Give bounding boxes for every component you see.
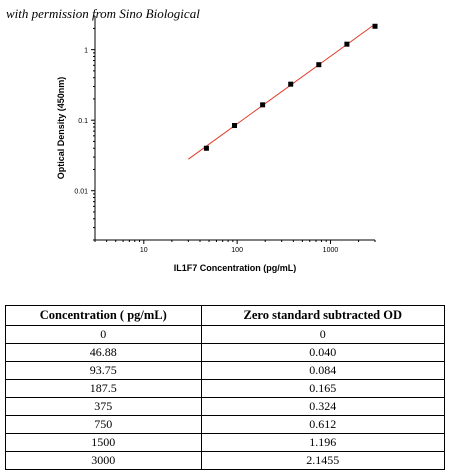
x-tick-label: 10: [140, 247, 148, 254]
cell-od: 0.084: [200, 361, 446, 380]
table-row: 93.75 0.084: [5, 361, 446, 380]
x-axis-label: IL1F7 Concentration (pg/mL): [174, 263, 297, 273]
table-header-row: Concentration ( pg/mL) Zero standard sub…: [5, 305, 446, 326]
table-row: 1500 1.196: [5, 433, 446, 452]
cell-od: 0.040: [200, 343, 446, 362]
data-point: [344, 41, 350, 47]
header-concentration: Concentration ( pg/mL): [5, 305, 202, 326]
x-tick-label: 100: [231, 247, 243, 254]
watermark-text: with permission from Sino Biological: [6, 6, 200, 21]
y-tick-label: 0.01: [74, 189, 88, 196]
standard-data-table-container: Concentration ( pg/mL) Zero standard sub…: [5, 305, 446, 470]
data-point: [260, 102, 266, 108]
table-row: 187.5 0.165: [5, 379, 446, 398]
data-point: [372, 23, 378, 29]
cell-concentration: 46.88: [5, 343, 202, 362]
cell-concentration: 0: [5, 325, 202, 344]
x-tick-label: 1000: [323, 247, 339, 254]
cell-od: 0: [200, 325, 446, 344]
cell-concentration: 750: [5, 415, 202, 434]
y-tick-label: 0.1: [78, 118, 88, 125]
data-point: [288, 81, 294, 87]
table-row: 3000 2.1455: [5, 451, 446, 470]
y-tick-label: 1: [84, 48, 88, 55]
x-axis-ticks: 10 100 1000: [94, 240, 376, 254]
cell-concentration: 375: [5, 397, 202, 416]
header-od: Zero standard subtracted OD: [200, 305, 446, 326]
cell-concentration: 1500: [5, 433, 202, 452]
y-axis-label: Optical Density (450nm): [56, 77, 66, 180]
cell-od: 1.196: [200, 433, 446, 452]
table-row: 750 0.612: [5, 415, 446, 434]
table-row: 0 0: [5, 325, 446, 344]
fit-line: [188, 23, 376, 160]
cell-concentration: 3000: [5, 451, 202, 470]
data-points: [203, 23, 378, 151]
standard-curve-chart: 0.01 0.1 1 10 100 1000 IL1F7 Concentration (…: [56, 15, 378, 273]
standard-data-table: Concentration ( pg/mL) Zero standard sub…: [5, 305, 446, 470]
data-point: [203, 145, 209, 151]
table-row: 375 0.324: [5, 397, 446, 416]
cell-od: 0.612: [200, 415, 446, 434]
data-point: [316, 62, 322, 68]
cell-od: 0.165: [200, 379, 446, 398]
cell-od: 0.324: [200, 397, 446, 416]
cell-concentration: 187.5: [5, 379, 202, 398]
data-point: [232, 123, 238, 129]
y-axis-ticks: 0.01 0.1 1: [74, 15, 95, 241]
cell-concentration: 93.75: [5, 361, 202, 380]
table-row: 46.88 0.040: [5, 343, 446, 362]
cell-od: 2.1455: [200, 451, 446, 470]
